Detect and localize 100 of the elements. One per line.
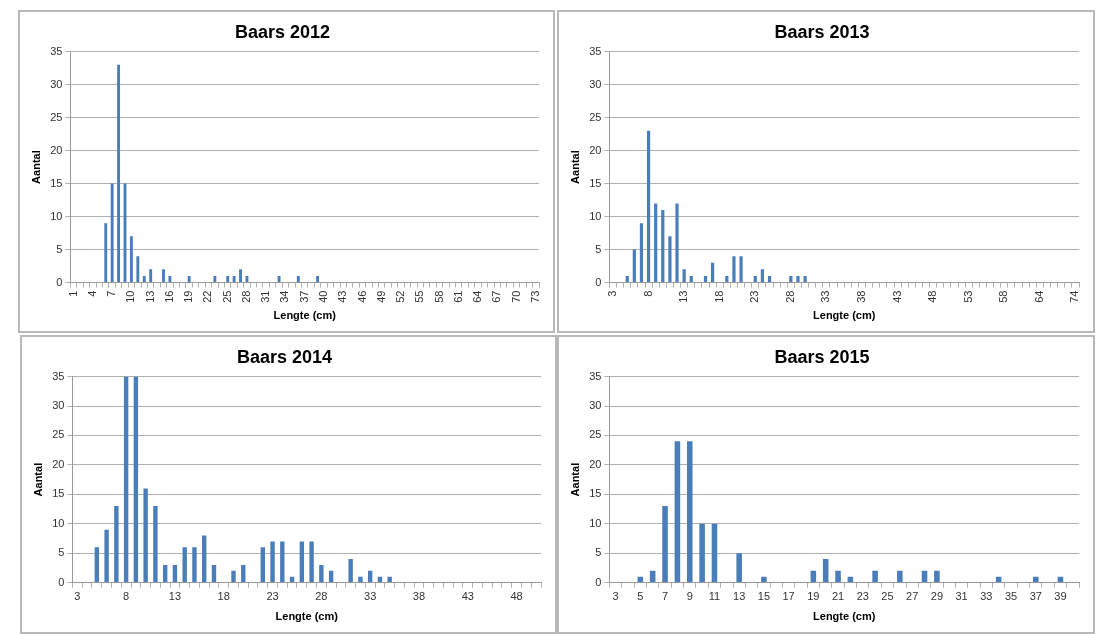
bar bbox=[732, 256, 736, 283]
chart-title: Baars 2014 bbox=[236, 346, 333, 367]
x-tick-label: 33 bbox=[364, 590, 377, 603]
y-tick-label: 25 bbox=[52, 428, 65, 441]
chart-title: Baars 2013 bbox=[774, 21, 870, 42]
bar bbox=[661, 209, 665, 283]
x-tick-label: 18 bbox=[217, 590, 230, 603]
bar bbox=[736, 553, 742, 583]
bar bbox=[689, 275, 693, 283]
x-tick-label: 19 bbox=[182, 290, 195, 303]
x-axis-title: Lengte (cm) bbox=[813, 610, 876, 623]
bar bbox=[934, 570, 940, 583]
bar bbox=[674, 441, 681, 583]
y-tick-label: 25 bbox=[50, 110, 63, 123]
x-tick-label: 43 bbox=[336, 290, 349, 303]
bar bbox=[646, 130, 651, 283]
y-tick-label: 0 bbox=[56, 275, 63, 288]
y-tick-label: 30 bbox=[50, 77, 63, 90]
x-tick-label: 29 bbox=[930, 590, 944, 603]
bar bbox=[699, 523, 705, 583]
x-tick-label: 53 bbox=[961, 290, 974, 303]
bar bbox=[213, 275, 217, 283]
y-axis-title: Aantal bbox=[568, 462, 581, 497]
x-axis-title: Lengte (cm) bbox=[813, 309, 876, 322]
x-tick-label: 40 bbox=[317, 290, 330, 303]
x-tick-label: 15 bbox=[757, 590, 771, 603]
bar bbox=[187, 275, 191, 283]
x-tick-label: 3 bbox=[606, 290, 619, 297]
x-tick-label: 13 bbox=[143, 290, 156, 303]
y-tick-label: 35 bbox=[50, 44, 63, 57]
x-tick-label: 55 bbox=[413, 290, 426, 303]
bar bbox=[739, 256, 743, 283]
y-tick-label: 5 bbox=[595, 546, 602, 559]
bar bbox=[296, 275, 300, 283]
x-tick-label: 13 bbox=[168, 590, 182, 603]
bar bbox=[872, 570, 878, 583]
bar bbox=[149, 269, 153, 283]
y-tick-label: 35 bbox=[589, 369, 602, 382]
bar bbox=[348, 559, 353, 583]
x-tick-label: 37 bbox=[1029, 590, 1042, 603]
bar bbox=[172, 564, 178, 583]
bar bbox=[143, 488, 148, 583]
y-tick-label: 30 bbox=[589, 77, 602, 90]
x-tick-label: 1 bbox=[66, 290, 79, 297]
bar bbox=[761, 576, 767, 583]
x-tick-label: 58 bbox=[432, 290, 445, 303]
bar bbox=[192, 547, 197, 583]
chart-title: Baars 2012 bbox=[234, 21, 331, 42]
x-tick-label: 35 bbox=[1004, 590, 1018, 603]
x-tick-label: 58 bbox=[997, 290, 1010, 303]
y-tick-label: 35 bbox=[52, 369, 65, 382]
y-tick-label: 20 bbox=[589, 457, 602, 470]
bar bbox=[136, 256, 140, 283]
bar bbox=[162, 269, 165, 283]
y-tick-label: 20 bbox=[589, 143, 602, 156]
y-tick-label: 10 bbox=[50, 209, 63, 222]
x-axis-title: Lengte (cm) bbox=[275, 610, 339, 623]
x-tick-label: 38 bbox=[412, 590, 426, 603]
x-tick-label: 49 bbox=[374, 290, 387, 303]
x-tick-label: 48 bbox=[510, 590, 523, 603]
x-tick-label: 3 bbox=[612, 590, 619, 603]
bar bbox=[226, 275, 230, 283]
y-tick-label: 15 bbox=[52, 487, 65, 500]
x-tick-label: 3 bbox=[74, 590, 81, 603]
x-tick-label: 27 bbox=[906, 590, 919, 603]
bar bbox=[110, 183, 114, 283]
bar bbox=[182, 547, 187, 583]
bar bbox=[104, 223, 108, 283]
bar bbox=[682, 269, 686, 283]
bar bbox=[309, 541, 314, 583]
y-tick-label: 0 bbox=[58, 575, 65, 588]
x-tick-label: 39 bbox=[1054, 590, 1067, 603]
x-tick-label: 70 bbox=[509, 290, 522, 303]
bar bbox=[168, 275, 172, 283]
x-tick-label: 7 bbox=[105, 290, 118, 297]
x-tick-label: 28 bbox=[783, 290, 796, 303]
bar bbox=[260, 547, 265, 583]
bar bbox=[675, 203, 679, 283]
bar bbox=[239, 269, 242, 283]
x-tick-label: 8 bbox=[641, 290, 654, 297]
bar bbox=[117, 64, 121, 283]
y-tick-label: 15 bbox=[589, 176, 602, 189]
y-axis-title: Aantal bbox=[31, 462, 44, 497]
bar bbox=[632, 249, 636, 283]
x-tick-label: 4 bbox=[85, 290, 98, 297]
x-tick-label: 16 bbox=[162, 290, 175, 303]
bar bbox=[142, 275, 146, 283]
x-tick-label: 25 bbox=[881, 590, 894, 603]
x-axis-title: Lengte (cm) bbox=[273, 309, 337, 322]
y-tick-label: 20 bbox=[52, 457, 65, 470]
x-tick-label: 23 bbox=[266, 590, 279, 603]
x-tick-label: 48 bbox=[926, 290, 939, 303]
bar bbox=[104, 529, 109, 583]
bar bbox=[153, 506, 158, 583]
bar bbox=[803, 275, 807, 283]
y-tick-label: 10 bbox=[589, 516, 602, 529]
bar bbox=[162, 564, 168, 583]
bar bbox=[387, 576, 392, 583]
x-tick-label: 61 bbox=[451, 290, 464, 303]
y-tick-label: 30 bbox=[589, 399, 602, 412]
